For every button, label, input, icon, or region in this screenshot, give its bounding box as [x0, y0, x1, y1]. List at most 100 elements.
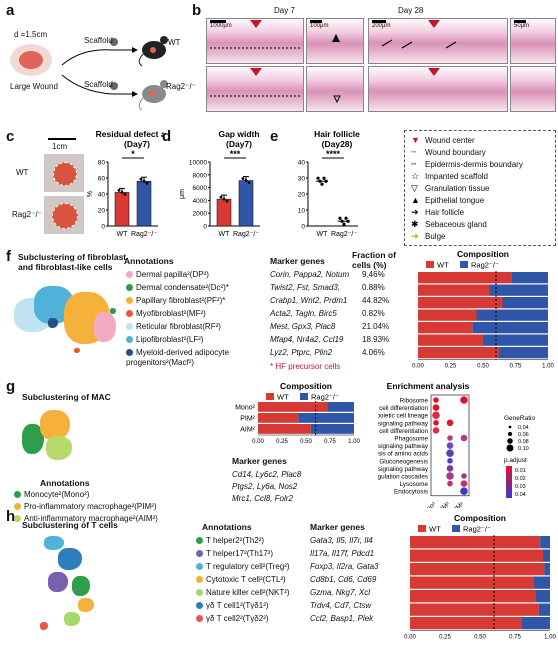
- cluster-color-dot: [126, 284, 133, 292]
- legend-label: Impanted scaffold: [425, 172, 489, 181]
- data-point: [247, 181, 251, 184]
- composition-bar-rag: [327, 402, 354, 412]
- size-legend-dot: [507, 431, 513, 437]
- legend-label: Hair follicle: [425, 208, 465, 217]
- y-axis-label: μm: [179, 189, 186, 199]
- enrichment-dot: [432, 427, 440, 434]
- cell-annotation: Lipofibroblast²(LF²): [126, 335, 266, 345]
- x-tick-label: 1.00: [542, 364, 554, 370]
- cell-annotation: Anti-inflammatory macrophage²(AIM²): [14, 514, 158, 524]
- legend-item: ▲ Epithelial tongue: [411, 195, 484, 205]
- cell-fraction: 0.82%: [362, 309, 385, 318]
- panel-label-g: g: [6, 378, 16, 395]
- y-tick-label: 80: [98, 160, 106, 167]
- marker-genes: Cd14, Ly6c2, Plac8: [232, 470, 302, 479]
- scale-text-3: 200μm: [372, 23, 391, 29]
- enrichment-dot: [460, 434, 468, 442]
- size-legend-label: 0.08: [518, 439, 529, 445]
- data-point: [139, 177, 143, 181]
- scale-bar-4: 50μm: [514, 20, 529, 29]
- legend-label: Granulation tissue: [425, 184, 490, 193]
- histology-wt-day28-zoom: [510, 18, 556, 64]
- day28-label: Day 28: [398, 6, 424, 15]
- data-point: [117, 189, 121, 192]
- marker-genes: Il17a, Il17f, Pdcd1: [310, 549, 375, 558]
- enrichment-dot: [446, 419, 454, 427]
- cluster-name: Reticular fibroblast(RF²): [136, 322, 221, 331]
- cluster-name: Papillary fibroblast²(PF²)*: [136, 296, 226, 305]
- cluster-name: γδ T cell1²(Tγδ1²): [206, 601, 269, 610]
- y-axis-label: %: [87, 191, 94, 197]
- marker-genes: Cd8b1, Cd6, Cd69: [310, 575, 377, 584]
- f-marker-title: Marker genes: [270, 256, 325, 266]
- cluster-name: Dermal papilla²(DP²): [136, 270, 209, 279]
- scaffold-icon: [110, 82, 118, 90]
- enrichment-dot: [460, 487, 468, 495]
- h-annot-title: Annotations: [202, 522, 252, 532]
- scale-bar-c: [48, 138, 76, 140]
- composition-bar-wt: [418, 309, 477, 321]
- y-tick-label: 60: [98, 176, 106, 183]
- composition-bar-wt: [410, 603, 539, 616]
- legend-swatch-rag: [460, 261, 468, 268]
- y-tick-label: 10000: [189, 160, 207, 167]
- cell-fraction: 21.04%: [362, 322, 390, 331]
- data-point: [219, 195, 223, 199]
- enrichment-dot: [461, 473, 467, 479]
- cell-annotation: Nature killer cell²(NKT²): [196, 588, 290, 598]
- y-tick-label: 40: [298, 160, 306, 167]
- cell-annotation: Myeloid-derived adipocyte progenitors²(M…: [126, 348, 266, 368]
- histology-rag-day7-zoom: [306, 66, 364, 112]
- pathway-term: Glycolysis / Gluconeogenesis: [378, 458, 428, 465]
- generatio-legend-title: GeneRatio: [504, 415, 535, 422]
- composition-row-label: PIM²: [240, 416, 255, 423]
- bar: [238, 180, 254, 227]
- data-point: [145, 181, 149, 185]
- size-legend-label: 0.06: [518, 432, 529, 438]
- cluster-name: T helper2²(Th2²): [206, 536, 265, 545]
- composition-bar-rag: [511, 272, 548, 284]
- composition-bar-wt: [410, 536, 541, 549]
- marker-genes: Lyz2, Ptprc, Plin2: [270, 348, 333, 357]
- cluster-name: Myofibroblast²(MF²): [136, 309, 206, 318]
- x-tick-label: Rag2⁻/⁻: [331, 231, 357, 238]
- orange-arrow-icon: ➜: [411, 231, 419, 241]
- umap-fibroblast: [14, 278, 122, 368]
- data-point: [244, 179, 248, 182]
- group-label: PIM²: [436, 500, 452, 508]
- cluster-color-dot: [14, 515, 21, 523]
- data-point: [225, 199, 229, 203]
- chart-hair-follicle: Hair follicle(Day28) 0 10 20 30 40 WT Rag2⁻/⁻ **…: [298, 129, 360, 238]
- cluster-name: Monocyte²(Mono²): [24, 490, 90, 499]
- composition-bar-wt: [258, 424, 311, 434]
- composition-bar-wt: [258, 413, 299, 423]
- legend-item: ┈ Wound boundary: [411, 147, 486, 158]
- composition-bar-wt: [418, 322, 473, 334]
- histology-markers: [210, 20, 457, 104]
- pathway-term: Chemokine signaling pathway: [378, 420, 429, 427]
- umap-tcell: [34, 532, 114, 636]
- legend-item: ✱ Sebaceous gland: [411, 219, 487, 230]
- composition-bar-wt: [410, 617, 522, 630]
- legend-swatch-rag: [452, 525, 460, 532]
- marker-genes: Mrc1, Ccl8, Folr2: [232, 494, 293, 503]
- legend-label: Bulge: [425, 232, 446, 241]
- legend-item: ➜ Hair follicle: [411, 207, 464, 218]
- legend-swatch-wt: [266, 393, 274, 400]
- x-tick-label: Rag2⁻/⁻: [131, 231, 157, 238]
- f-fraction-title-1: Fraction of: [352, 250, 396, 260]
- scale-bar-2: 100μm: [310, 20, 328, 29]
- cluster-color-dot: [126, 271, 133, 279]
- data-point: [316, 176, 320, 180]
- marker-genes: Foxp3, Il2ra, Gata3: [310, 562, 379, 571]
- x-tick-label: WT: [117, 231, 129, 238]
- wound-photo-wt: [44, 154, 84, 192]
- wound-photo-rag: [44, 196, 84, 234]
- cell-fraction: 4.06%: [362, 348, 385, 357]
- legend-swatch-wt: [418, 525, 426, 532]
- mouse-rag-icon: [138, 80, 168, 111]
- composition-bar-rag: [522, 617, 550, 630]
- rag-label: Rag2⁻/⁻: [166, 82, 196, 91]
- cluster-name: Pro-inflammatory macrophage²(PIM²): [24, 502, 157, 511]
- composition-bar-wt: [410, 549, 543, 562]
